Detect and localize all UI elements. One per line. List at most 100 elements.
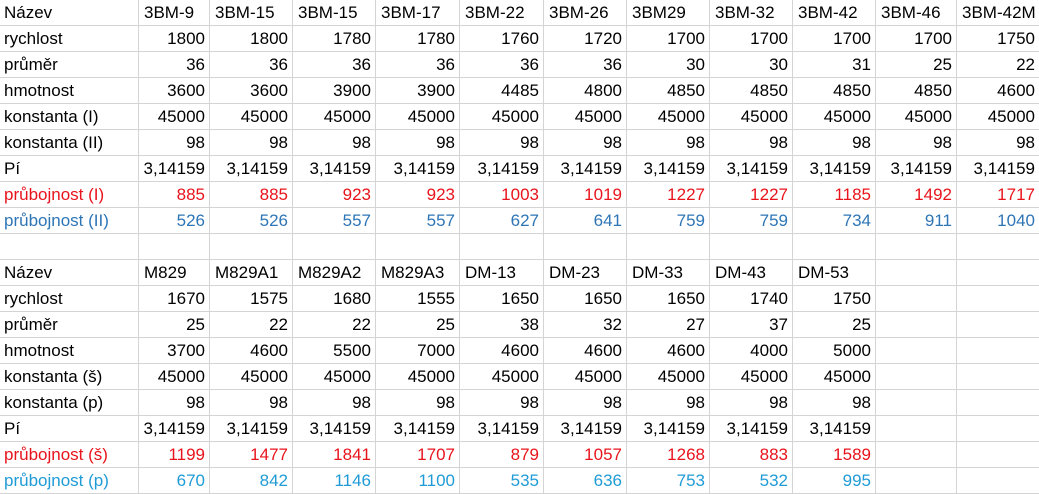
column-header[interactable]: 3BM-15 bbox=[298, 3, 358, 22]
table-cell[interactable]: 98 bbox=[686, 133, 705, 152]
table-cell[interactable]: 98 bbox=[852, 133, 871, 152]
table-cell[interactable]: 4800 bbox=[584, 81, 622, 100]
table-cell[interactable]: 3,14159 bbox=[477, 419, 539, 438]
table-cell[interactable]: 1040 bbox=[997, 211, 1035, 230]
table-cell[interactable]: 45000 bbox=[657, 367, 705, 386]
table-cell[interactable]: 25 bbox=[933, 55, 952, 74]
table-cell[interactable]: 25 bbox=[852, 315, 871, 334]
table-cell[interactable]: 3,14159 bbox=[560, 159, 622, 178]
table-cell[interactable]: 1680 bbox=[333, 289, 371, 308]
table-cell[interactable]: 885 bbox=[176, 185, 205, 204]
table-cell[interactable]: 3,14159 bbox=[226, 419, 288, 438]
table-cell[interactable]: 759 bbox=[759, 211, 788, 230]
row-label[interactable]: konstanta (I) bbox=[4, 107, 99, 126]
column-header[interactable]: 3BM-42 bbox=[798, 3, 858, 22]
table-cell[interactable]: 1019 bbox=[584, 185, 622, 204]
table-cell[interactable]: 3600 bbox=[167, 81, 205, 100]
table-cell[interactable]: 3600 bbox=[250, 81, 288, 100]
column-header[interactable]: M829A1 bbox=[215, 263, 279, 282]
table-cell[interactable]: 36 bbox=[352, 55, 371, 74]
table-cell[interactable]: 3,14159 bbox=[726, 159, 788, 178]
column-header[interactable]: 3BM-22 bbox=[465, 3, 525, 22]
table-cell[interactable]: 1199 bbox=[168, 445, 205, 464]
row-label[interactable]: Pí bbox=[4, 159, 21, 178]
table-cell[interactable]: 3900 bbox=[333, 81, 371, 100]
table-cell[interactable]: 1477 bbox=[250, 445, 288, 464]
table-cell[interactable]: 3700 bbox=[167, 341, 205, 360]
table-cell[interactable]: 4600 bbox=[997, 81, 1035, 100]
column-header[interactable]: DM-53 bbox=[798, 263, 850, 282]
table-cell[interactable]: 1555 bbox=[417, 289, 455, 308]
table-cell[interactable]: 4850 bbox=[914, 81, 952, 100]
table-cell[interactable]: 98 bbox=[603, 393, 622, 412]
table-cell[interactable]: 45000 bbox=[574, 367, 622, 386]
table-cell[interactable]: 5500 bbox=[333, 341, 371, 360]
table-cell[interactable]: 45000 bbox=[657, 107, 705, 126]
table-cell[interactable]: 98 bbox=[769, 133, 788, 152]
column-header[interactable]: 3BM-15 bbox=[215, 3, 275, 22]
column-header[interactable]: 3BM-9 bbox=[144, 3, 195, 22]
table-cell[interactable]: 1650 bbox=[501, 289, 539, 308]
table-cell[interactable]: 1100 bbox=[418, 471, 455, 490]
table-cell[interactable]: 1740 bbox=[750, 289, 788, 308]
table-cell[interactable]: 526 bbox=[259, 211, 288, 230]
table-cell[interactable]: 759 bbox=[676, 211, 705, 230]
table-cell[interactable]: 3,14159 bbox=[643, 419, 705, 438]
table-cell[interactable]: 1700 bbox=[914, 29, 952, 48]
table-cell[interactable]: 37 bbox=[769, 315, 788, 334]
table-cell[interactable]: 3,14159 bbox=[143, 419, 205, 438]
table-cell[interactable]: 4600 bbox=[584, 341, 622, 360]
table-cell[interactable]: 98 bbox=[520, 133, 539, 152]
column-header[interactable]: DM-13 bbox=[465, 263, 517, 282]
table-cell[interactable]: 4600 bbox=[667, 341, 705, 360]
column-header[interactable]: 3BM-42M bbox=[962, 3, 1036, 22]
table-cell[interactable]: 1800 bbox=[167, 29, 205, 48]
table-cell[interactable]: 3,14159 bbox=[393, 159, 455, 178]
table-cell[interactable]: 1650 bbox=[667, 289, 705, 308]
table-cell[interactable]: 25 bbox=[436, 315, 455, 334]
table-cell[interactable]: 4850 bbox=[667, 81, 705, 100]
table-cell[interactable]: 885 bbox=[259, 185, 288, 204]
row-label[interactable]: průbojnost (I) bbox=[4, 185, 105, 204]
table-cell[interactable]: 45000 bbox=[240, 367, 288, 386]
table-cell[interactable]: 3,14159 bbox=[226, 159, 288, 178]
table-cell[interactable]: 911 bbox=[924, 211, 952, 230]
column-header[interactable]: DM-23 bbox=[549, 263, 601, 282]
table-cell[interactable]: 4600 bbox=[501, 341, 539, 360]
table-cell[interactable]: 1717 bbox=[997, 185, 1035, 204]
column-header[interactable]: 3BM29 bbox=[632, 3, 686, 22]
table-cell[interactable]: 641 bbox=[593, 211, 622, 230]
table-cell[interactable]: 1700 bbox=[833, 29, 871, 48]
table-cell[interactable]: 3900 bbox=[417, 81, 455, 100]
row-label[interactable]: průbojnost (p) bbox=[4, 471, 109, 490]
table-cell[interactable]: 842 bbox=[259, 471, 288, 490]
table-cell[interactable]: 923 bbox=[342, 185, 371, 204]
table-cell[interactable]: 923 bbox=[426, 185, 455, 204]
table-cell[interactable]: 883 bbox=[759, 445, 788, 464]
table-cell[interactable]: 1760 bbox=[501, 29, 539, 48]
table-cell[interactable]: 879 bbox=[510, 445, 539, 464]
table-cell[interactable]: 4000 bbox=[750, 341, 788, 360]
row-label[interactable]: rychlost bbox=[4, 289, 63, 308]
table-cell[interactable]: 45000 bbox=[987, 107, 1035, 126]
table-cell[interactable]: 30 bbox=[769, 55, 788, 74]
row-label[interactable]: hmotnost bbox=[4, 341, 74, 360]
column-header[interactable]: M829A3 bbox=[381, 263, 445, 282]
column-header[interactable]: 3BM-26 bbox=[549, 3, 609, 22]
table-cell[interactable]: 627 bbox=[510, 211, 539, 230]
table-cell[interactable]: 98 bbox=[436, 393, 455, 412]
table-cell[interactable]: 3,14159 bbox=[890, 159, 952, 178]
column-header[interactable]: DM-33 bbox=[632, 263, 684, 282]
table-cell[interactable]: 45000 bbox=[740, 107, 788, 126]
row-label[interactable]: hmotnost bbox=[4, 81, 74, 100]
table-cell[interactable]: 1700 bbox=[750, 29, 788, 48]
table-cell[interactable]: 1227 bbox=[750, 185, 788, 204]
table-cell[interactable]: 3,14159 bbox=[809, 419, 871, 438]
table-cell[interactable]: 535 bbox=[510, 471, 539, 490]
table-cell[interactable]: 3,14159 bbox=[726, 419, 788, 438]
table-cell[interactable]: 3,14159 bbox=[809, 159, 871, 178]
table-cell[interactable]: 98 bbox=[269, 393, 288, 412]
table-cell[interactable]: 98 bbox=[186, 133, 205, 152]
table-cell[interactable]: 3,14159 bbox=[309, 419, 371, 438]
table-cell[interactable]: 532 bbox=[759, 471, 788, 490]
